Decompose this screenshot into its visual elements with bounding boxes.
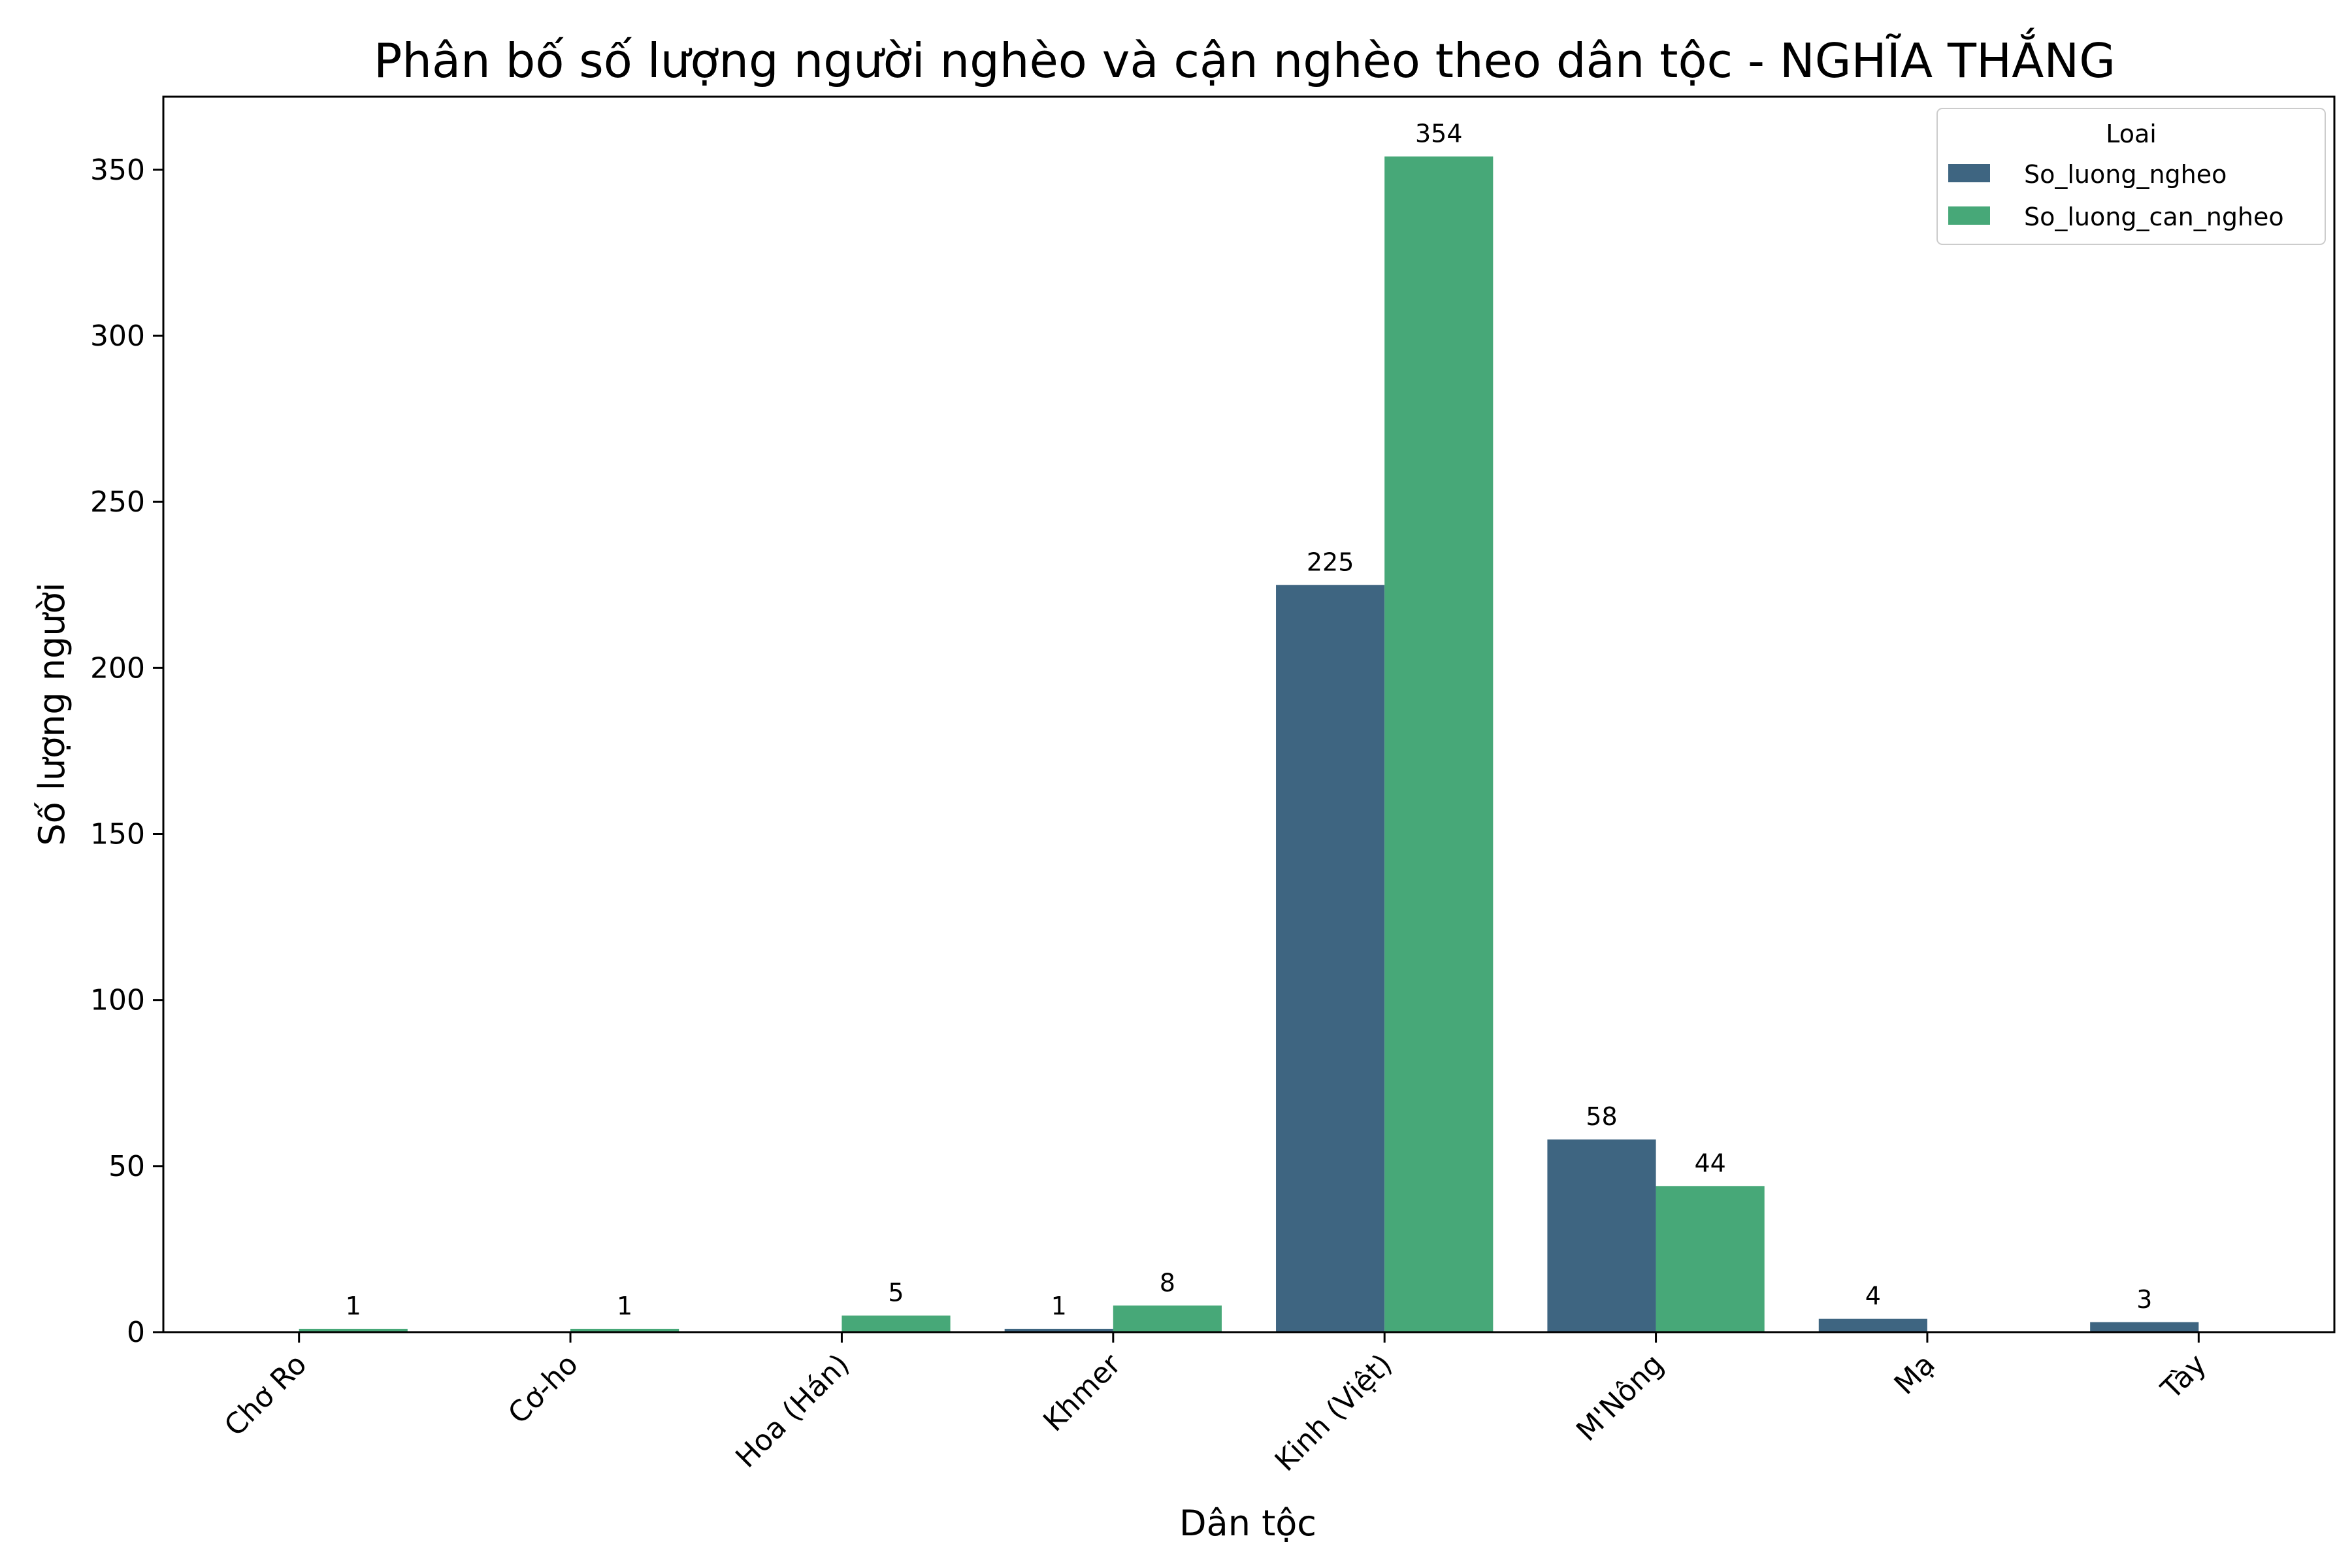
y-tick-label: 150 — [90, 818, 145, 851]
bar-so-luong-can-ngheo-kinh-viet — [1384, 156, 1494, 1332]
bar-so-luong-ngheo-kinh-viet — [1276, 585, 1385, 1332]
data-label-so-luong-can-ngheo-khmer: 8 — [1160, 1268, 1175, 1297]
chart-title: Phân bố số lượng người nghèo và cận nghè… — [374, 29, 2115, 88]
y-tick-label: 350 — [90, 154, 145, 187]
y-tick-label: 50 — [108, 1150, 145, 1183]
bar-so-luong-ngheo-khmer — [1004, 1328, 1113, 1332]
legend-swatch-so-luong-ngheo — [1948, 164, 1990, 182]
bar-so-luong-can-ngheo-m-nong — [1656, 1186, 1765, 1332]
data-label-so-luong-can-ngheo-m-nong: 44 — [1694, 1149, 1725, 1177]
y-axis: 0 50 100 150 200 250 300 350 — [90, 154, 163, 1349]
y-tick-label: 250 — [90, 485, 145, 519]
x-tick-label-m-nong: M'Nông — [1570, 1348, 1670, 1448]
x-axis: Chơ Ro Cơ-ho Hoa (Hán) Khmer Kinh (Việt) M'Nô… — [218, 1332, 2213, 1478]
plot-area-frame — [162, 95, 2336, 1333]
legend-swatch-so-luong-can-ngheo — [1948, 206, 1990, 225]
bar-so-luong-can-ngheo-khmer — [1113, 1305, 1222, 1332]
legend: Loai So_luong_ngheo So_luong_can_ngheo — [1936, 108, 2326, 245]
bar-so-luong-can-ngheo-co-ho — [570, 1328, 679, 1332]
y-tick-label: 200 — [90, 651, 145, 685]
legend-label-so-luong-can-ngheo: So_luong_can_ngheo — [2024, 203, 2284, 231]
data-label-so-luong-ngheo-ma: 4 — [1865, 1282, 1881, 1311]
data-label-so-luong-can-ngheo-kinh-viet: 354 — [1415, 120, 1463, 148]
x-tick-label-tay: Tày — [2154, 1348, 2213, 1407]
x-tick-label-khmer: Khmer — [1037, 1347, 1128, 1438]
data-label-so-luong-can-ngheo-hoa-han: 5 — [888, 1279, 904, 1307]
legend-title: Loai — [2106, 120, 2157, 148]
x-tick-label-kinh-viet: Kinh (Việt) — [1269, 1348, 1399, 1478]
y-axis-title: Số lượng người — [31, 582, 73, 845]
legend-label-so-luong-ngheo: So_luong_ngheo — [2024, 160, 2227, 189]
y-tick-label: 0 — [127, 1316, 145, 1349]
x-axis-title: Dân tộc — [1179, 1503, 1316, 1544]
x-tick-label-cho-ro: Chơ Ro — [218, 1348, 314, 1443]
y-tick-label: 100 — [90, 984, 145, 1017]
x-tick-label-co-ho: Cơ-ho — [502, 1348, 585, 1431]
y-tick-label: 300 — [90, 319, 145, 353]
x-tick-label-hoa-han: Hoa (Hán) — [729, 1348, 856, 1475]
x-tick-label-ma: Mạ — [1888, 1348, 1942, 1401]
bar-so-luong-ngheo-m-nong — [1547, 1139, 1656, 1332]
data-label-so-luong-ngheo-m-nong: 58 — [1586, 1102, 1617, 1131]
bar-so-luong-ngheo-tay — [2090, 1322, 2199, 1332]
data-label-so-luong-ngheo-khmer: 1 — [1051, 1292, 1067, 1320]
data-label-so-luong-can-ngheo-co-ho: 1 — [617, 1292, 632, 1320]
legend-box — [1936, 108, 2326, 245]
bar-so-luong-ngheo-ma — [1818, 1318, 1927, 1332]
bar-so-luong-can-ngheo-cho-ro — [299, 1328, 408, 1332]
data-label-so-luong-can-ngheo-cho-ro: 1 — [346, 1292, 361, 1320]
data-label-so-luong-ngheo-kinh-viet: 225 — [1307, 547, 1354, 576]
bar-so-luong-can-ngheo-hoa-han — [841, 1315, 951, 1332]
bars-layer — [299, 156, 2199, 1332]
data-label-so-luong-ngheo-tay: 3 — [2136, 1285, 2152, 1314]
